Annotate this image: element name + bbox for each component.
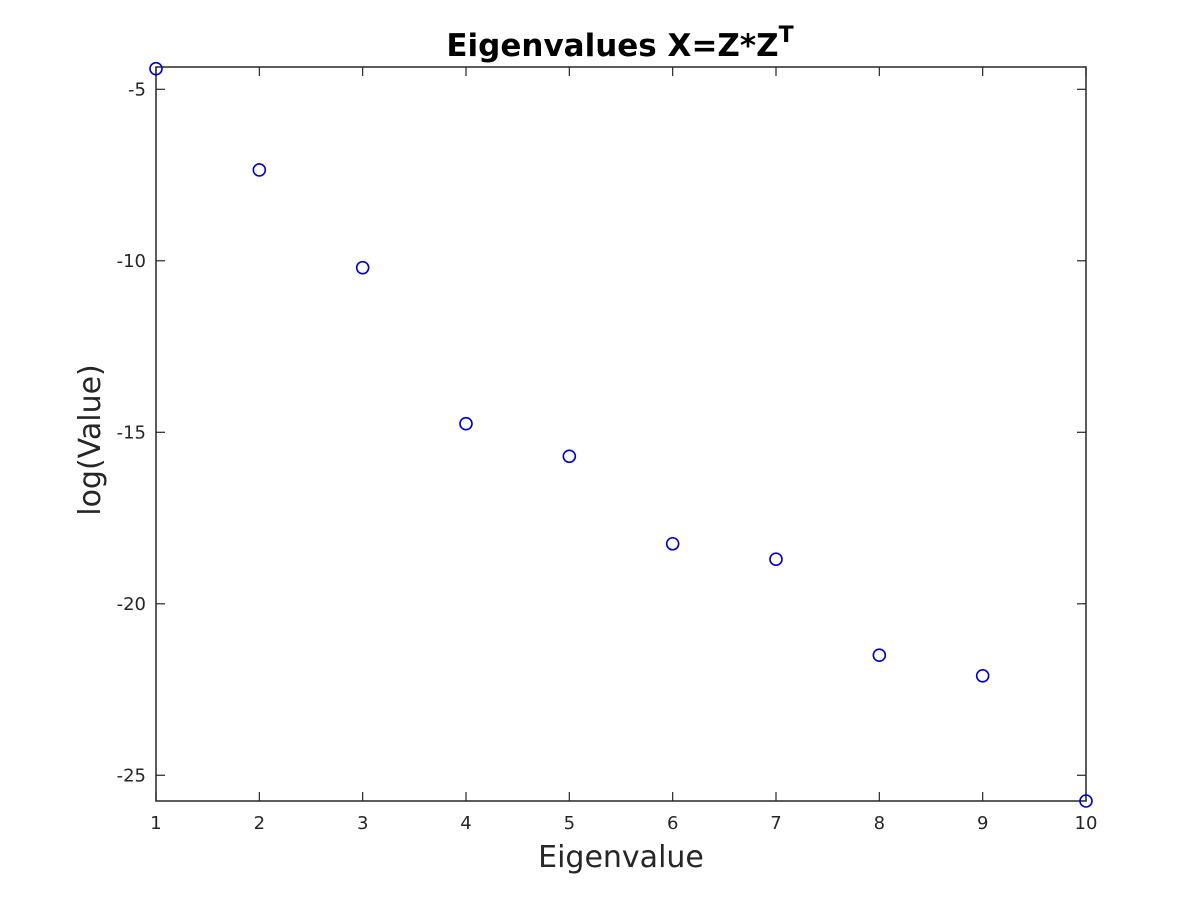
y-axis-label: log(Value) (73, 364, 108, 516)
x-axis-ticks: 1 2 3 4 5 6 7 8 9 10 (150, 67, 1097, 834)
x-tick-label: 5 (564, 813, 575, 834)
plot-area-box (155, 66, 1087, 802)
data-point (252, 163, 267, 177)
x-axis-label: Eigenvalue (538, 840, 704, 875)
data-points (149, 61, 1093, 808)
y-tick-label: -25 (117, 765, 146, 786)
x-tick-label: 9 (977, 813, 988, 834)
chart-title: Eigenvalues X=Z*ZT (446, 23, 793, 64)
data-point (149, 61, 163, 76)
y-tick-label: -5 (128, 79, 146, 100)
data-point (665, 536, 680, 551)
y-axis-ticks: -5 -10 -15 -20 -25 (117, 79, 1086, 786)
x-tick-label: 1 (150, 813, 161, 834)
x-tick-label: 3 (357, 813, 368, 834)
x-tick-label: 10 (1075, 813, 1098, 834)
data-point (1079, 794, 1093, 808)
y-tick-label: -20 (117, 594, 146, 615)
data-point (355, 260, 370, 275)
x-tick-label: 8 (874, 813, 885, 834)
data-point (562, 449, 577, 464)
y-tick-label: -15 (117, 422, 146, 443)
chart-title-superscript: T (779, 23, 794, 48)
chart-title-main: Eigenvalues X=Z*Z (446, 28, 778, 64)
y-tick-label: -10 (117, 251, 146, 272)
x-tick-label: 2 (254, 813, 265, 834)
data-point (975, 669, 990, 683)
x-tick-label: 4 (460, 813, 471, 834)
x-tick-label: 6 (667, 813, 678, 834)
data-point (459, 416, 473, 431)
x-tick-label: 7 (770, 813, 781, 834)
data-point (872, 648, 887, 663)
data-point (769, 552, 783, 566)
